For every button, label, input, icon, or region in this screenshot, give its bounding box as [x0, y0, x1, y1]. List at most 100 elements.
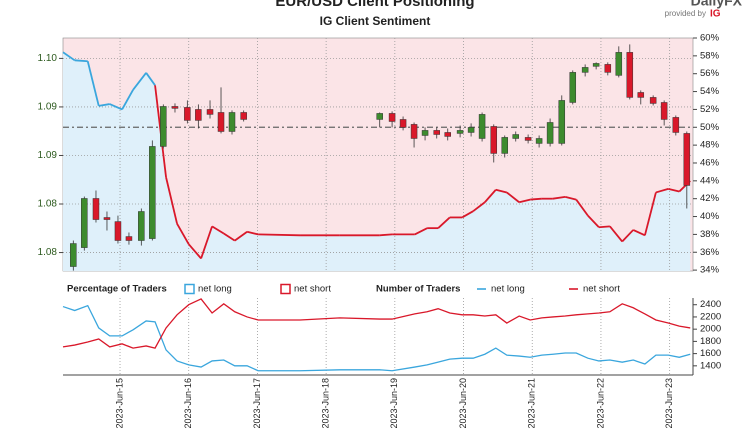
candle-body: [604, 64, 612, 73]
candle-body: [206, 109, 214, 115]
candle-body: [421, 130, 429, 136]
candle-body: [546, 122, 554, 144]
x-tick-label: 2023-Jun-21: [527, 378, 537, 429]
candle-body: [535, 138, 543, 144]
sentiment-line: [472, 201, 486, 212]
legend-label: net short: [583, 284, 620, 295]
candle-body: [456, 130, 464, 134]
sentiment-line: [506, 191, 520, 203]
y-tick-label: 1600: [700, 348, 721, 359]
y2-tick-label: 60%: [700, 33, 720, 44]
sentiment-line: [188, 243, 202, 260]
logo-tagline: provided by: [665, 9, 706, 18]
y2-tick-label: 40%: [700, 211, 720, 222]
x-tick-label: 2023-Jun-15: [114, 378, 124, 429]
sentiment-line: [200, 226, 213, 259]
y2-tick-label: 34%: [700, 265, 720, 276]
y-tick-label: 1800: [700, 336, 721, 347]
candle-body: [478, 114, 486, 139]
sentiment-line: [437, 216, 451, 229]
sentiment-line: [246, 230, 259, 236]
y-tick-label: 2400: [700, 299, 721, 310]
candle-body: [240, 112, 247, 120]
sentiment-line: [258, 233, 301, 237]
sentiment-line: [587, 215, 600, 228]
sentiment-line: [598, 225, 610, 229]
y2-tick-label: 56%: [700, 68, 720, 79]
sentiment-line: [632, 229, 646, 237]
sentiment-line: [86, 60, 100, 107]
candle-body: [217, 112, 225, 132]
legend-label: net long: [491, 284, 525, 295]
logo-brand: IG: [710, 9, 721, 20]
x-tick-label: 2023-Jun-18: [321, 378, 331, 429]
logo: DailyFX: [691, 0, 743, 9]
sentiment-line: [165, 177, 178, 224]
candle-body: [615, 52, 623, 76]
candle-body: [81, 198, 88, 248]
sentiment-line: [644, 192, 657, 236]
trader-line: [62, 304, 691, 372]
legend-title: Number of Traders: [376, 284, 460, 295]
candle-body: [501, 137, 509, 154]
sentiment-line: [530, 197, 542, 201]
legend-label: net short: [294, 284, 331, 295]
sentiment-line: [414, 227, 428, 236]
sentiment-area: [63, 52, 691, 271]
candle-body: [399, 119, 407, 128]
y-tick-label: 1.09: [38, 150, 58, 161]
candle-body: [410, 124, 418, 139]
candle-body: [138, 211, 145, 241]
sentiment-line: [121, 89, 134, 110]
legend-swatch: [184, 283, 195, 295]
sentiment-line: [145, 72, 156, 86]
y-tick-label: 1.10: [38, 53, 58, 64]
sentiment-line: [211, 225, 225, 235]
legend-label: net long: [198, 284, 232, 295]
candle-body: [388, 113, 396, 122]
candle-body: [558, 100, 566, 144]
legend-title: Percentage of Traders: [67, 284, 167, 295]
y2-tick-label: 36%: [700, 247, 720, 258]
trader-line: [62, 298, 691, 349]
y2-tick-label: 52%: [700, 104, 720, 115]
y2-tick-label: 50%: [700, 122, 720, 133]
sentiment-line: [98, 103, 110, 107]
y2-tick-label: 44%: [700, 175, 720, 186]
candle-body: [683, 133, 691, 186]
candle-body: [467, 127, 475, 133]
candle-body: [160, 106, 167, 147]
sentiment-line: [565, 196, 577, 201]
lower-plot-background: [63, 298, 693, 375]
x-tick-label: 2023-Jun-19: [389, 378, 399, 429]
candle-body: [569, 72, 577, 103]
sentiment-line: [379, 233, 393, 237]
legend-swatch: [280, 283, 291, 295]
candle-body: [92, 198, 100, 220]
y2-tick-label: 38%: [700, 229, 720, 240]
candle-body: [125, 236, 133, 241]
chart-title: EUR/USD Client Positioning: [275, 0, 474, 10]
candle-body: [114, 221, 122, 241]
candle-body: [70, 243, 77, 267]
y-tick-label: 1.08: [38, 199, 58, 210]
y-tick-label: 1.09: [38, 102, 58, 113]
sentiment-line: [609, 225, 623, 243]
candle-body: [103, 217, 111, 220]
candle-body: [626, 52, 634, 98]
sentiment-line: [109, 103, 123, 111]
sentiment-line: [655, 188, 669, 194]
y2-tick-label: 46%: [700, 157, 720, 168]
candle-body: [581, 67, 589, 73]
y2-tick-label: 48%: [700, 140, 720, 151]
x-tick-label: 2023-Jun-23: [664, 378, 674, 429]
candle-body: [149, 146, 156, 239]
x-tick-label: 2023-Jun-17: [252, 378, 262, 429]
candle-body: [649, 97, 657, 104]
candle-body: [228, 112, 236, 132]
candle-body: [171, 106, 179, 109]
candle-body: [672, 117, 680, 133]
sentiment-line: [223, 232, 236, 242]
